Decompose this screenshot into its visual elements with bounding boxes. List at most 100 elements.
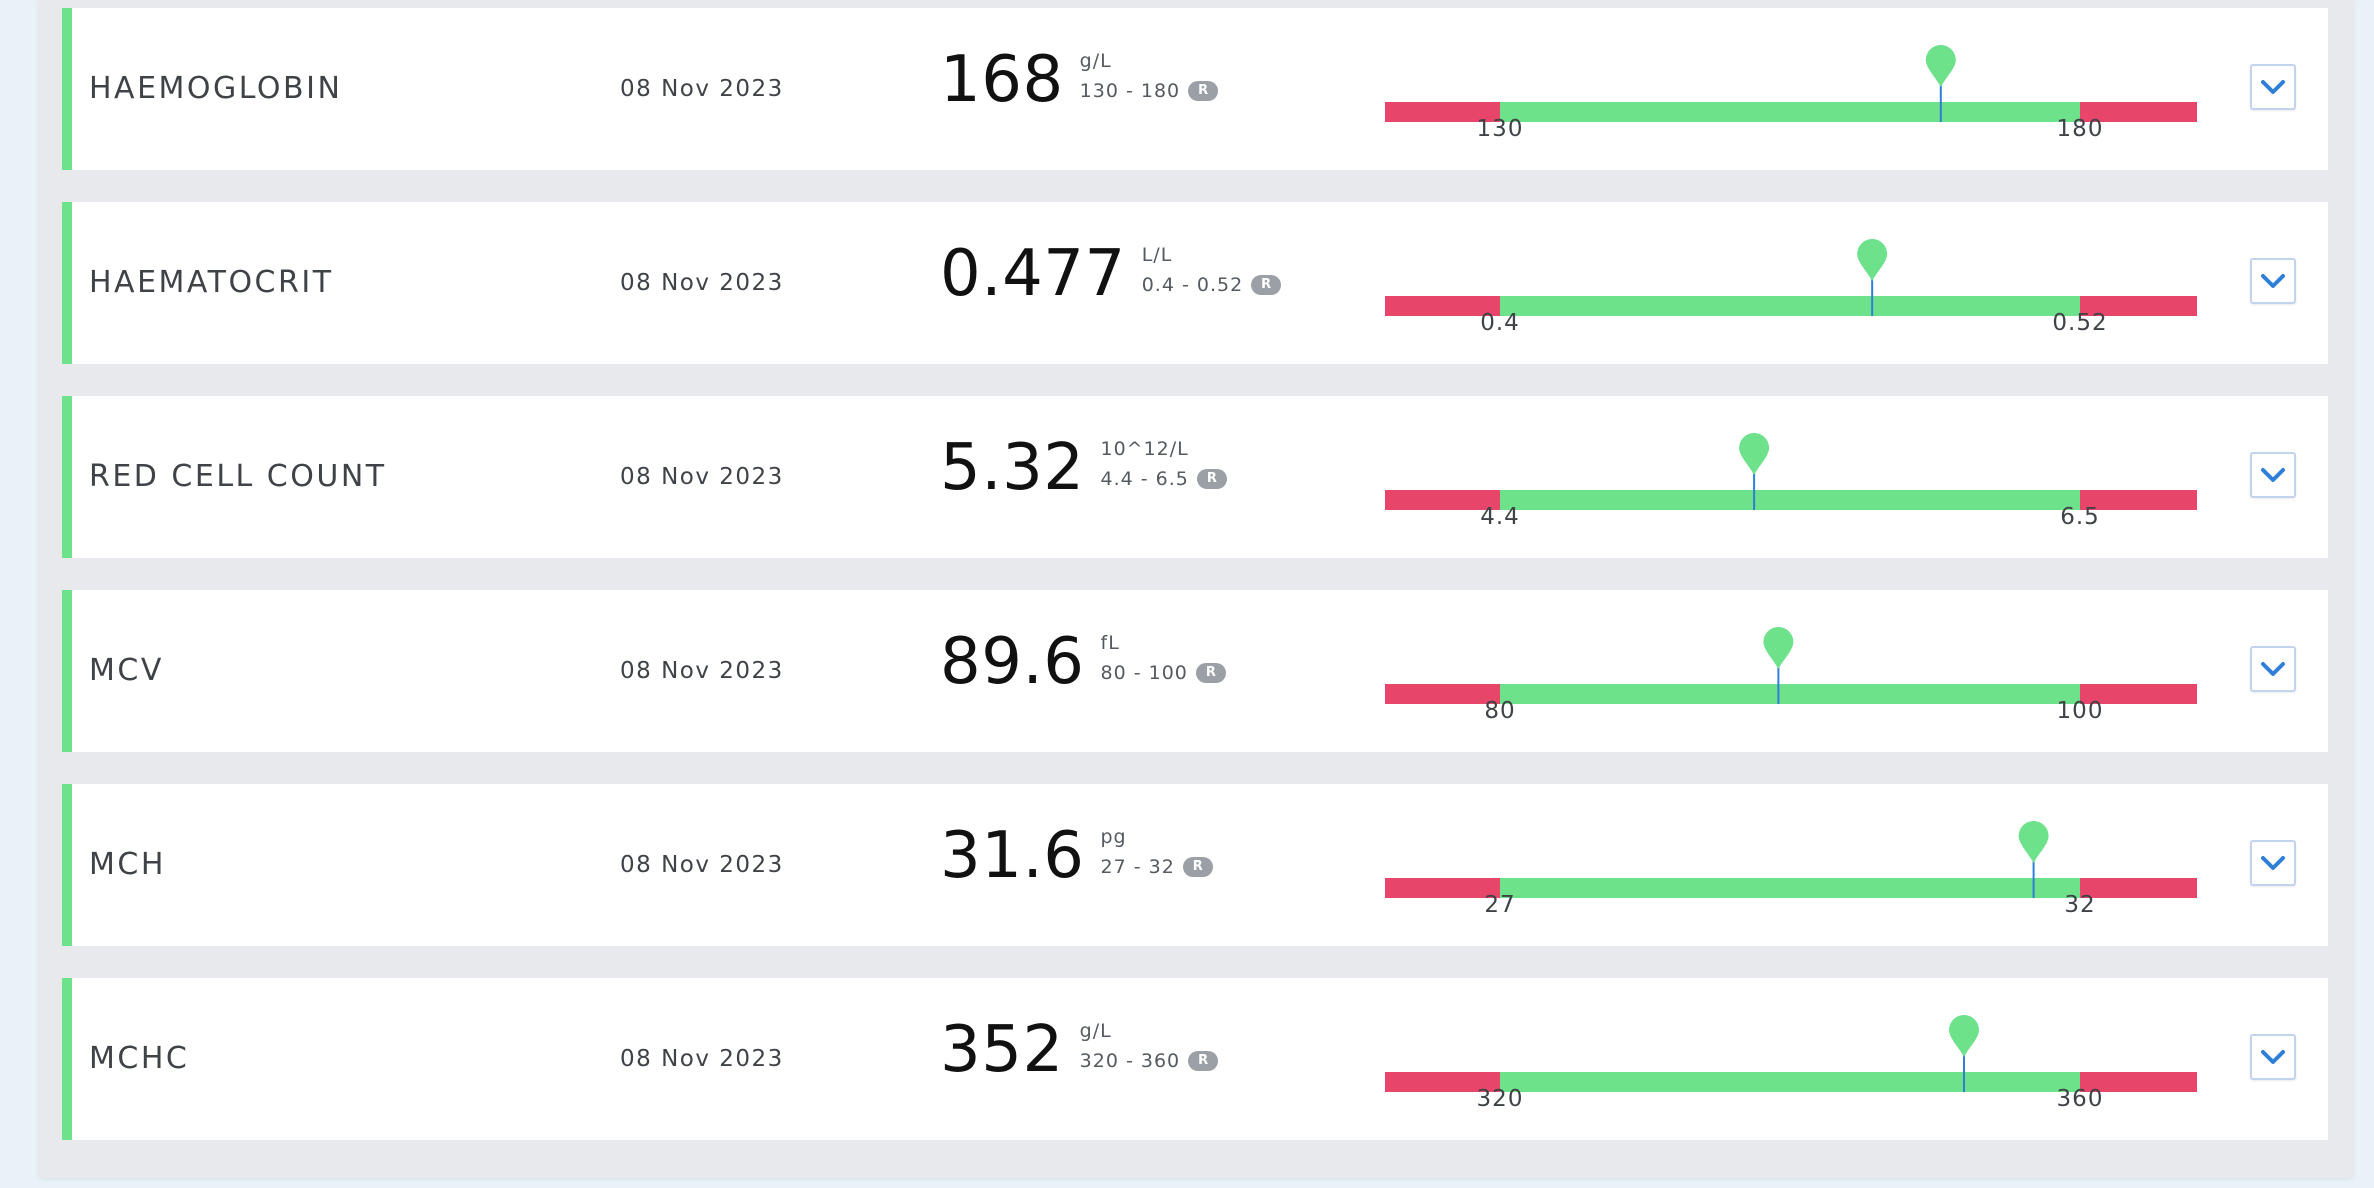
gauge-low-label: 130	[1476, 116, 1524, 142]
reference-range-line: 27 - 32 R	[1101, 856, 1213, 878]
reference-badge[interactable]: R	[1196, 469, 1227, 489]
expand-row-button[interactable]	[2250, 64, 2296, 110]
result-value-block: 5.32 10^12/L 4.4 - 6.5 R	[940, 434, 1227, 502]
expand-row-button[interactable]	[2250, 840, 2296, 886]
gauge-low-label: 4.4	[1480, 504, 1520, 530]
result-row-haematocrit: HAEMATOCRIT 08 Nov 2023 0.477 L/L 0.4 - …	[62, 202, 2328, 364]
gauge-low-segment	[1385, 878, 1500, 898]
range-gauge: 320 360	[1385, 978, 2197, 1140]
gauge-high-label: 180	[2056, 116, 2104, 142]
gauge-normal-segment	[1500, 296, 2080, 316]
reference-range: 27 - 32	[1100, 856, 1175, 878]
test-name: HAEMOGLOBIN	[89, 71, 343, 106]
reference-range: 130 - 180	[1079, 80, 1181, 102]
result-row-mchc: MCHC 08 Nov 2023 352 g/L 320 - 360 R 320…	[62, 978, 2328, 1140]
reference-range-line: 0.4 - 0.52 R	[1141, 274, 1282, 296]
gauge-high-label: 100	[2056, 698, 2104, 724]
gauge-high-label: 0.52	[2052, 310, 2108, 336]
gauge-high-segment	[2080, 296, 2197, 316]
gauge-high-label: 32	[2064, 892, 2096, 918]
result-value: 0.477	[940, 237, 1126, 311]
status-accent-bar	[62, 978, 72, 1140]
expand-row-button[interactable]	[2250, 1034, 2296, 1080]
map-pin-icon	[1857, 239, 1888, 281]
test-date: 08 Nov 2023	[620, 1046, 784, 1072]
reference-range-line: 320 - 360 R	[1079, 1050, 1219, 1072]
reference-range: 80 - 100	[1100, 662, 1188, 684]
test-date: 08 Nov 2023	[620, 464, 784, 490]
result-value-block: 352 g/L 320 - 360 R	[940, 1013, 1219, 1087]
status-accent-bar	[62, 784, 72, 946]
reference-range-line: 80 - 100 R	[1101, 662, 1226, 684]
expand-row-button[interactable]	[2250, 646, 2296, 692]
test-date: 08 Nov 2023	[620, 852, 784, 878]
range-gauge-graphic	[1385, 45, 2197, 122]
reference-badge[interactable]: R	[1188, 81, 1219, 101]
result-meta: g/L 320 - 360 R	[1079, 1018, 1219, 1072]
test-date: 08 Nov 2023	[620, 270, 784, 296]
test-name: MCV	[89, 653, 164, 688]
expand-row-button[interactable]	[2250, 452, 2296, 498]
result-meta: g/L 130 - 180 R	[1079, 48, 1219, 102]
gauge-low-segment	[1385, 296, 1500, 316]
map-pin-icon	[1949, 1015, 1979, 1057]
reference-badge[interactable]: R	[1251, 275, 1282, 295]
map-pin-icon	[1739, 433, 1770, 475]
range-gauge: 0.4 0.52	[1385, 202, 2197, 364]
result-value-block: 31.6 pg 27 - 32 R	[940, 822, 1213, 890]
status-accent-bar	[62, 202, 72, 364]
result-unit: pg	[1100, 826, 1127, 848]
reference-range: 0.4 - 0.52	[1141, 274, 1244, 296]
result-meta: fL 80 - 100 R	[1101, 630, 1226, 684]
result-value-block: 0.477 L/L 0.4 - 0.52 R	[940, 237, 1282, 311]
status-accent-bar	[62, 396, 72, 558]
result-value: 89.6	[940, 625, 1085, 699]
gauge-normal-segment	[1500, 878, 2080, 898]
range-gauge: 4.4 6.5	[1385, 396, 2197, 558]
result-row-haemoglobin: HAEMOGLOBIN 08 Nov 2023 168 g/L 130 - 18…	[62, 8, 2328, 170]
expand-row-button[interactable]	[2250, 258, 2296, 304]
reference-range: 320 - 360	[1079, 1050, 1181, 1072]
range-gauge: 130 180	[1385, 8, 2197, 170]
chevron-down-icon	[2261, 662, 2285, 676]
range-gauge-graphic	[1385, 1015, 2197, 1092]
result-row-red-cell-count: RED CELL COUNT 08 Nov 2023 5.32 10^12/L …	[62, 396, 2328, 558]
status-accent-bar	[62, 8, 72, 170]
range-gauge-graphic	[1385, 239, 2197, 316]
result-value: 352	[940, 1013, 1064, 1087]
gauge-low-label: 80	[1484, 698, 1516, 724]
gauge-normal-segment	[1500, 684, 2080, 704]
reference-badge[interactable]: R	[1195, 663, 1226, 683]
result-unit: L/L	[1141, 244, 1173, 266]
range-gauge: 80 100	[1385, 590, 2197, 752]
gauge-low-label: 27	[1484, 892, 1516, 918]
result-unit: 10^12/L	[1100, 438, 1189, 460]
chevron-down-icon	[2261, 274, 2285, 288]
gauge-high-label: 6.5	[2060, 504, 2100, 530]
gauge-low-segment	[1385, 684, 1500, 704]
map-pin-icon	[1763, 627, 1794, 669]
result-meta: 10^12/L 4.4 - 6.5 R	[1101, 436, 1227, 490]
reference-range: 4.4 - 6.5	[1100, 468, 1189, 490]
range-gauge: 27 32	[1385, 784, 2197, 946]
result-row-mcv: MCV 08 Nov 2023 89.6 fL 80 - 100 R 80 10…	[62, 590, 2328, 752]
result-value: 5.32	[940, 431, 1085, 505]
gauge-low-segment	[1385, 490, 1500, 510]
reference-badge[interactable]: R	[1182, 857, 1213, 877]
test-name: MCH	[89, 847, 166, 882]
gauge-normal-segment	[1500, 1072, 2080, 1092]
test-name: MCHC	[89, 1041, 190, 1076]
test-name: RED CELL COUNT	[89, 459, 387, 494]
gauge-high-segment	[2080, 1072, 2197, 1092]
chevron-down-icon	[2261, 1050, 2285, 1064]
result-unit: g/L	[1079, 50, 1112, 72]
gauge-low-segment	[1385, 102, 1500, 122]
results-panel: HAEMOGLOBIN 08 Nov 2023 168 g/L 130 - 18…	[38, 0, 2354, 1178]
range-gauge-graphic	[1385, 821, 2197, 898]
chevron-down-icon	[2261, 468, 2285, 482]
gauge-high-segment	[2080, 878, 2197, 898]
range-gauge-graphic	[1385, 627, 2197, 704]
reference-badge[interactable]: R	[1188, 1051, 1219, 1071]
chevron-down-icon	[2261, 856, 2285, 870]
result-value: 31.6	[940, 819, 1085, 893]
